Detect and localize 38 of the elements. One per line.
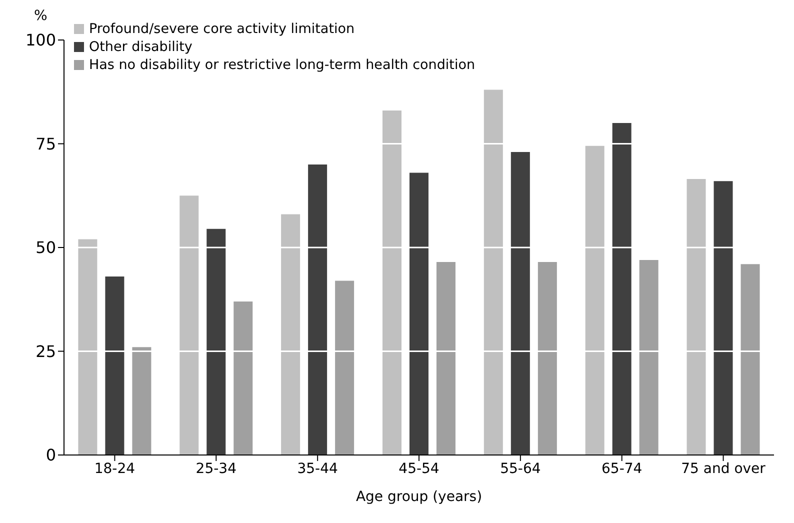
y-tick-label: 50	[36, 238, 56, 258]
bar	[382, 110, 402, 455]
x-tick-label: 65-74	[602, 460, 642, 477]
y-tick-label: 0	[46, 446, 56, 465]
x-tick-label: 18-24	[94, 460, 136, 477]
legend-label: Profound/severe core activity limitation	[89, 20, 355, 38]
bar	[78, 239, 98, 455]
bar	[206, 228, 226, 455]
legend-label: Has no disability or restrictive long-term health condition	[89, 56, 476, 74]
x-tick-label: 55-64	[500, 460, 541, 477]
bar	[538, 262, 557, 455]
y-tick-label: 25	[36, 342, 56, 361]
x-tick-label: 45-54	[398, 460, 440, 477]
x-tick-label: 75 and over	[681, 460, 766, 477]
bar	[132, 347, 152, 455]
legend-label: Other disability	[89, 38, 192, 56]
y-tick-label: 75	[36, 134, 56, 154]
bar	[409, 172, 428, 455]
bar	[639, 260, 658, 455]
bar	[714, 181, 733, 455]
bar	[740, 264, 760, 455]
bar	[180, 196, 199, 455]
bar	[612, 123, 632, 455]
bar	[234, 301, 253, 455]
bar	[281, 214, 300, 455]
y-axis-title: %	[34, 8, 48, 24]
x-tick-label: 35-44	[297, 460, 338, 477]
bar	[484, 90, 503, 455]
x-tick-label: 25-34	[196, 460, 237, 477]
bar	[436, 262, 456, 455]
bar	[510, 152, 530, 455]
bar	[686, 179, 706, 455]
bar	[105, 276, 124, 455]
x-axis-title: Age group (years)	[356, 489, 482, 505]
bar	[308, 164, 328, 455]
bar	[585, 146, 604, 455]
bar	[335, 280, 354, 455]
y-tick-label: 100	[25, 30, 56, 50]
